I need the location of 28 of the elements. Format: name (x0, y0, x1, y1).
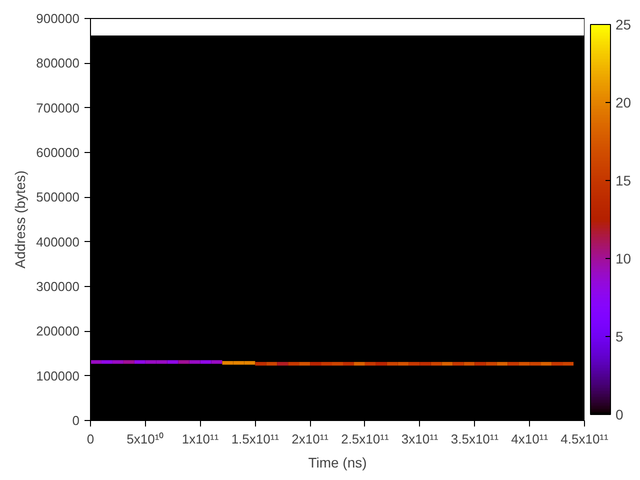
color-bar-label: 20 (616, 94, 632, 110)
color-bar-label: 25 (616, 16, 632, 32)
color-bar-label: 10 (616, 250, 632, 266)
x-tick-label: 3x10¹¹ (401, 432, 439, 446)
x-tick-label: 4.5x10¹¹ (560, 432, 610, 446)
y-tick-label: 400000 (36, 234, 80, 250)
x-axis-title: Time (ns) (308, 454, 367, 470)
x-tick-label: 1.5x10¹¹ (231, 432, 280, 446)
y-tick-label: 100000 (36, 368, 80, 384)
color-bar-label: 0 (616, 406, 624, 422)
color-bar-label: 5 (616, 328, 624, 344)
x-tick-label: 2x10¹¹ (292, 432, 330, 446)
x-tick-label: 5x10¹⁰ (126, 432, 164, 446)
y-tick-label: 300000 (36, 279, 80, 294)
y-tick-label: 900000 (36, 11, 80, 26)
x-tick-label: 0 (86, 432, 94, 446)
x-tick-label: 4x10¹¹ (511, 432, 549, 446)
color-bar-label: 15 (616, 172, 632, 188)
y-axis-title: Address (bytes) (12, 170, 28, 269)
y-tick-label: 600000 (36, 145, 80, 160)
y-tick-label: 800000 (36, 56, 80, 71)
y-tick-label: 0 (72, 413, 80, 428)
x-tick-label: 2.5x10¹¹ (341, 432, 390, 446)
x-tick-label: 3.5x10¹¹ (450, 432, 500, 446)
y-tick-label: 500000 (36, 190, 80, 205)
x-tick-label: 1x10¹¹ (182, 432, 220, 446)
y-tick-label: 700000 (36, 100, 80, 116)
y-tick-label: 200000 (36, 324, 80, 339)
